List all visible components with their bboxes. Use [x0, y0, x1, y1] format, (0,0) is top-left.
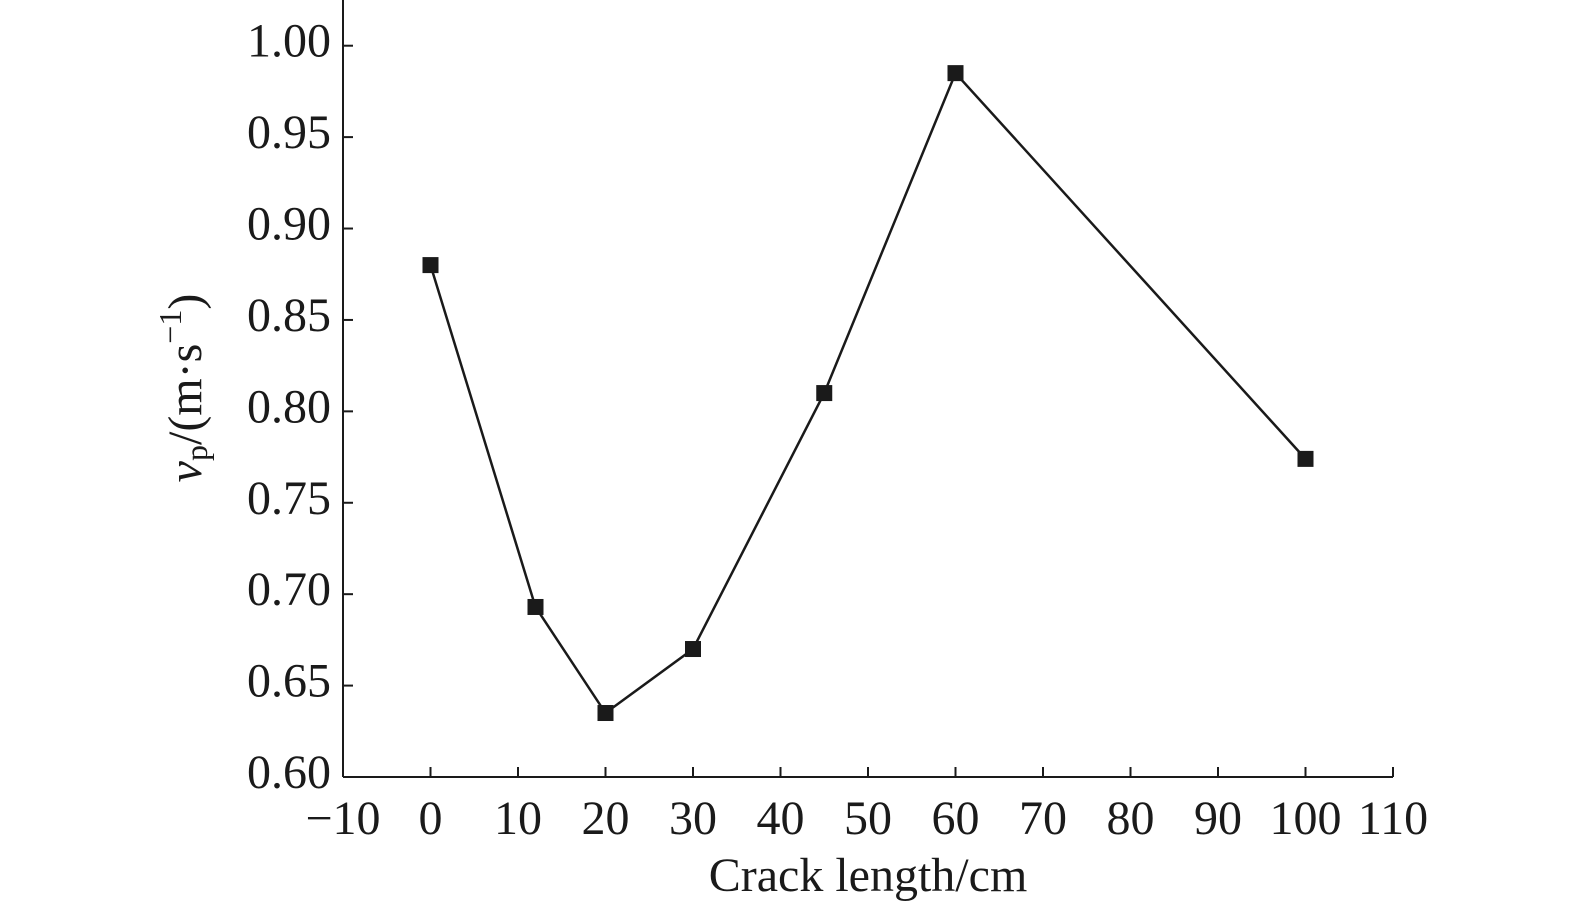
y-tick-label: 0.60	[247, 746, 331, 799]
x-tick-label: 100	[1270, 792, 1342, 845]
x-tick-label: 60	[932, 792, 980, 845]
y-tick-label: 0.75	[247, 472, 331, 525]
y-label-part: −1	[152, 310, 188, 344]
data-point	[422, 257, 439, 274]
x-tick-label: 0	[419, 792, 443, 845]
y-tick-label: 0.80	[247, 380, 331, 433]
x-tick-label: 70	[1019, 792, 1067, 845]
y-tick-label: 0.70	[247, 563, 331, 616]
series-line	[429, 70, 1307, 715]
y-label-part: p	[178, 445, 214, 461]
x-tick-label: 20	[582, 792, 630, 845]
y-label-part: )	[159, 294, 212, 310]
y-tick-label: 0.85	[247, 289, 331, 342]
y-tick-label: 0.95	[247, 106, 331, 159]
x-tick-label: 10	[494, 792, 542, 845]
data-point	[947, 65, 964, 82]
x-axis-label: Crack length/cm	[709, 849, 1028, 902]
x-tick-label: 30	[669, 792, 717, 845]
x-tick-label: 40	[757, 792, 805, 845]
y-tick-label: 0.90	[247, 198, 331, 251]
data-point	[816, 385, 833, 402]
y-label-part: v	[159, 460, 212, 482]
x-tick-label: −10	[305, 792, 380, 845]
x-tick-label: 80	[1107, 792, 1155, 845]
y-label-part: /(m·s	[159, 344, 212, 445]
data-point	[685, 641, 701, 658]
y-tick-label: 1.00	[247, 15, 331, 68]
x-tick-label: 110	[1358, 792, 1428, 845]
data-point	[527, 598, 544, 615]
data-point	[597, 705, 614, 722]
x-tick-label: 50	[844, 792, 892, 845]
x-tick-label: 90	[1194, 792, 1242, 845]
y-axis-label: vp/(m·s−1)	[152, 294, 214, 483]
data-point	[1297, 450, 1314, 467]
y-tick-label: 0.65	[247, 655, 331, 708]
